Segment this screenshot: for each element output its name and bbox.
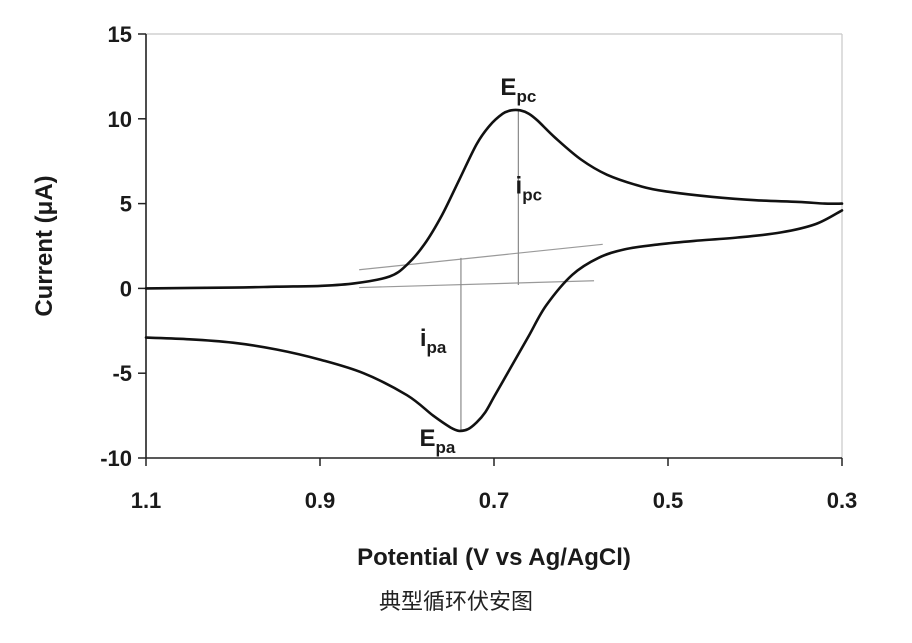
x-tick-label: 0.9 [305, 488, 336, 513]
peak-markers [460, 110, 519, 431]
baseline-line [359, 280, 595, 289]
peak-annotation: Epa [420, 425, 456, 457]
x-tick-label: 0.5 [653, 488, 684, 513]
y-tick-label: -10 [100, 446, 132, 471]
tick-labels: -10 -5 0 5 10 15 1.1 0.9 0.7 0.5 0.3 [100, 22, 857, 513]
y-tick-label: 15 [108, 22, 132, 47]
peak-annotation: Epc [500, 74, 536, 106]
y-tick-label: -5 [112, 361, 132, 386]
y-axis-title: Current (μA) [31, 175, 58, 316]
x-axis-title: Potential (V vs Ag/AgCl) [357, 544, 631, 571]
axes [138, 33, 843, 466]
baseline-line [359, 243, 603, 271]
y-tick-label: 0 [120, 276, 132, 301]
figure-caption: 典型循环伏安图 [378, 590, 533, 615]
cathodic-sweep-line [144, 108, 844, 290]
x-tick-label: 1.1 [131, 488, 162, 513]
series-group [144, 108, 844, 433]
y-tick-label: 5 [120, 192, 132, 217]
peak-annotation: ipa [420, 325, 447, 357]
y-tick-label: 10 [108, 107, 132, 132]
baselines [359, 243, 603, 289]
x-tick-label: 0.7 [479, 488, 510, 513]
annotations: Epc ipc ipa Epa [420, 74, 543, 457]
peak-annotation: ipc [516, 172, 543, 204]
anodic-sweep-line [144, 209, 844, 433]
x-tick-label: 0.3 [827, 488, 858, 513]
